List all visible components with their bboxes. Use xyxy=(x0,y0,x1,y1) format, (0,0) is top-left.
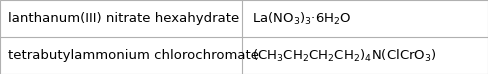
Text: (CH$_{3}$CH$_{2}$CH$_{2}$CH$_{2}$)$_{4}$N(ClCrO$_{3}$): (CH$_{3}$CH$_{2}$CH$_{2}$CH$_{2}$)$_{4}$… xyxy=(252,47,437,64)
Text: La(NO$_{3}$)$_{3}$·6H$_{2}$O: La(NO$_{3}$)$_{3}$·6H$_{2}$O xyxy=(252,10,352,27)
Text: tetrabutylammonium chlorochromate: tetrabutylammonium chlorochromate xyxy=(8,49,259,62)
Text: lanthanum(III) nitrate hexahydrate: lanthanum(III) nitrate hexahydrate xyxy=(8,12,239,25)
